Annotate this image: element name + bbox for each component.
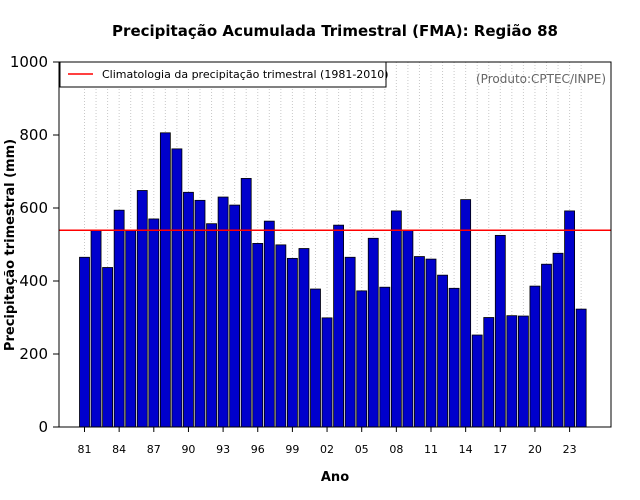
y-tick-label: 600 xyxy=(19,199,48,217)
x-tick-label: 93 xyxy=(216,443,230,456)
bar-1994 xyxy=(229,204,241,428)
x-tick-label: 11 xyxy=(424,443,438,456)
y-axis-label: Precipitação trimestral (mm) xyxy=(3,139,18,351)
bar-1987 xyxy=(148,218,160,428)
y-tick-label: 200 xyxy=(19,345,48,363)
x-tick-label: 20 xyxy=(528,443,542,456)
bar-1981 xyxy=(79,256,90,428)
bar-2012 xyxy=(437,274,448,428)
bar-1992 xyxy=(206,223,217,428)
bar-1998 xyxy=(275,244,287,428)
bar-2013 xyxy=(448,287,460,428)
legend-box xyxy=(59,61,387,88)
bar-2015 xyxy=(471,334,483,428)
bar-1988 xyxy=(159,132,171,428)
x-tick-label: 90 xyxy=(181,443,195,456)
x-tick-label: 87 xyxy=(147,443,161,456)
bar-1982 xyxy=(90,230,102,428)
bar-1984 xyxy=(113,209,125,428)
x-tick-label: 05 xyxy=(355,443,369,456)
x-tick-label: 99 xyxy=(285,443,299,456)
y-tick-label: 1000 xyxy=(10,53,48,71)
legend-label: Climatologia da precipitação trimestral … xyxy=(102,68,389,81)
y-tick-label: 0 xyxy=(38,418,48,436)
bar-1993 xyxy=(217,196,229,428)
bar-2019 xyxy=(518,315,529,428)
bar-2004 xyxy=(344,256,356,428)
x-axis-label: Ano xyxy=(321,470,349,485)
bar-1997 xyxy=(263,220,275,428)
x-tick-label: 08 xyxy=(389,443,403,456)
bar-2006 xyxy=(367,237,379,428)
bar-2023 xyxy=(564,210,575,428)
bars xyxy=(79,132,587,428)
bar-2024 xyxy=(575,308,587,428)
y-tick-label: 400 xyxy=(19,272,48,290)
x-tick-label: 84 xyxy=(112,443,126,456)
bar-1991 xyxy=(194,199,206,428)
bar-1990 xyxy=(183,191,194,428)
bar-2010 xyxy=(414,256,425,428)
x-tick-label: 81 xyxy=(78,443,92,456)
bar-2017 xyxy=(494,234,506,428)
x-tick-label: 17 xyxy=(493,443,507,456)
bar-2018 xyxy=(506,315,518,428)
vertical-gridlines xyxy=(84,62,582,427)
bar-1985 xyxy=(125,230,137,428)
x-tick-label: 14 xyxy=(459,443,473,456)
bar-2022 xyxy=(552,252,564,428)
x-tick-label: 23 xyxy=(563,443,577,456)
bar-1989 xyxy=(171,148,183,428)
bar-2007 xyxy=(379,286,391,428)
bar-2002 xyxy=(321,317,333,428)
bar-1996 xyxy=(252,243,264,428)
bar-2001 xyxy=(310,288,321,428)
bar-2003 xyxy=(333,224,345,428)
bar-2021 xyxy=(541,263,552,428)
y-tick-label: 800 xyxy=(19,126,48,144)
bar-1983 xyxy=(102,267,113,428)
bar-1999 xyxy=(286,257,298,428)
chart-title: Precipitação Acumulada Trimestral (FMA):… xyxy=(112,22,558,40)
bar-2014 xyxy=(460,199,472,428)
x-tick-label: 96 xyxy=(251,443,265,456)
bar-1995 xyxy=(240,178,252,428)
legend: Climatologia da precipitação trimestral … xyxy=(59,61,389,88)
bar-1986 xyxy=(136,190,148,428)
x-tick-label: 02 xyxy=(320,443,334,456)
bar-2016 xyxy=(483,317,495,428)
bar-2011 xyxy=(425,258,437,428)
bar-2009 xyxy=(402,229,414,428)
bar-2000 xyxy=(298,248,310,428)
bar-2020 xyxy=(529,285,541,428)
bar-2008 xyxy=(390,210,402,428)
credit-text: (Produto:CPTEC/INPE) xyxy=(476,72,606,86)
bar-2005 xyxy=(356,290,368,428)
y-axis: 0 200 400 600 800 1000 xyxy=(10,53,59,436)
x-axis: 81 84 87 90 93 96 99 02 05 08 11 14 17 20 23 xyxy=(78,427,577,456)
